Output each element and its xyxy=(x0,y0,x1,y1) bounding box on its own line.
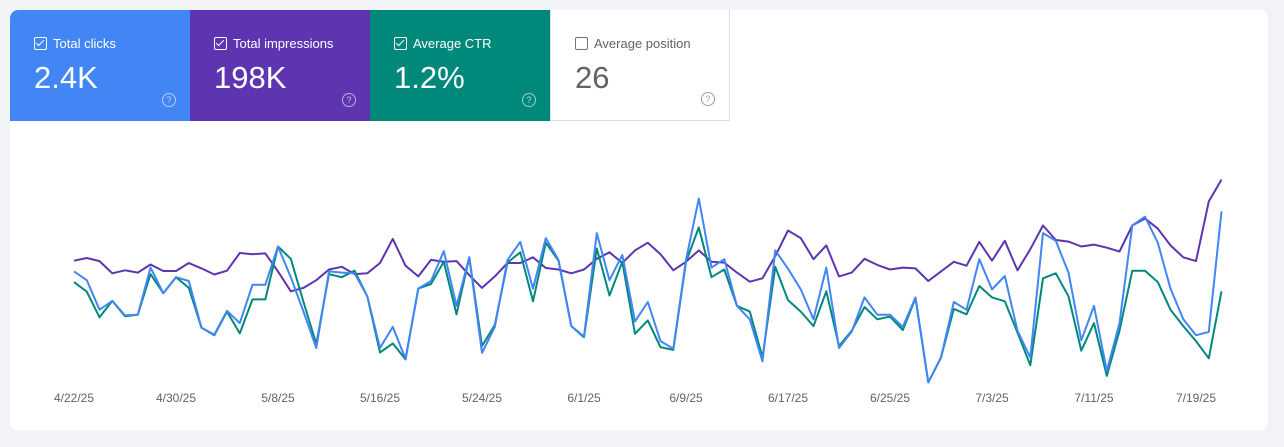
checkbox-checked-icon[interactable] xyxy=(214,37,227,50)
x-tick-label: 6/1/25 xyxy=(567,391,601,405)
x-tick-label: 4/22/25 xyxy=(54,391,94,405)
series-line-total-clicks xyxy=(73,197,1223,384)
metric-label: Average position xyxy=(594,36,691,51)
checkbox-unchecked-icon[interactable] xyxy=(575,37,588,50)
x-tick-label: 6/9/25 xyxy=(669,391,703,405)
help-icon[interactable]: ? xyxy=(162,93,176,107)
metric-card-total-clicks[interactable]: Total clicks 2.4K ? xyxy=(10,10,190,121)
x-tick-label: 5/24/25 xyxy=(462,391,502,405)
metric-value: 2.4K xyxy=(34,60,98,95)
metric-card-total-impressions[interactable]: Total impressions 198K ? xyxy=(190,10,370,121)
x-tick-label: 6/25/25 xyxy=(870,391,910,405)
x-tick-label: 5/8/25 xyxy=(261,391,295,405)
metric-label: Total impressions xyxy=(233,36,334,51)
x-tick-label: 7/19/25 xyxy=(1176,391,1216,405)
metric-value: 26 xyxy=(575,60,610,95)
metric-label: Average CTR xyxy=(413,36,492,51)
metric-card-average-position[interactable]: Average position 26 ? xyxy=(550,10,730,121)
metric-value: 1.2% xyxy=(394,60,465,95)
x-tick-label: 5/16/25 xyxy=(360,391,400,405)
x-tick-label: 7/3/25 xyxy=(975,391,1009,405)
performance-panel: Total clicks 2.4K ? Total impressions 19… xyxy=(10,10,1268,430)
help-icon[interactable]: ? xyxy=(342,93,356,107)
checkbox-checked-icon[interactable] xyxy=(394,37,407,50)
series-line-total-impressions xyxy=(73,179,1223,293)
help-icon[interactable]: ? xyxy=(701,92,715,106)
metric-label: Total clicks xyxy=(53,36,116,51)
series-line-average-ctr xyxy=(73,226,1223,384)
metric-card-average-ctr[interactable]: Average CTR 1.2% ? xyxy=(370,10,550,121)
x-tick-label: 7/11/25 xyxy=(1074,391,1113,405)
help-icon[interactable]: ? xyxy=(522,93,536,107)
checkbox-checked-icon[interactable] xyxy=(34,37,47,50)
x-tick-label: 4/30/25 xyxy=(156,391,196,405)
x-tick-label: 6/17/25 xyxy=(768,391,808,405)
metric-value: 198K xyxy=(214,60,287,95)
